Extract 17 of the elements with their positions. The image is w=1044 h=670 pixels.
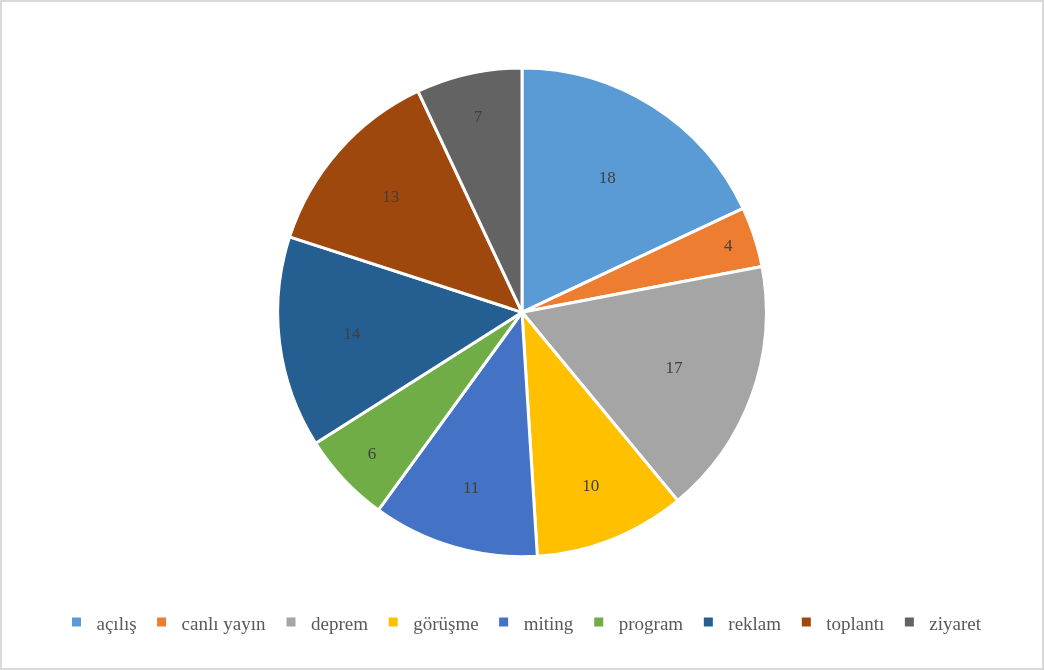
data-label: 4 — [724, 235, 734, 255]
data-label: 10 — [582, 476, 600, 496]
legend-label: reklam — [728, 612, 782, 634]
legend-label: deprem — [311, 612, 369, 634]
data-label: 13 — [382, 187, 400, 207]
data-label: 14 — [343, 324, 361, 344]
data-label: 11 — [462, 478, 480, 498]
data-label: 18 — [598, 168, 616, 188]
legend-label: canlı yayın — [181, 612, 266, 634]
legend-label: görüşme — [413, 612, 479, 634]
legend-label: toplantı — [826, 612, 885, 634]
data-label: 6 — [367, 443, 377, 463]
legend-label: miting — [523, 612, 574, 634]
data-label: 17 — [665, 357, 684, 377]
legend-label: program — [618, 612, 684, 634]
legend-label: açılış — [96, 612, 137, 634]
legend-label: ziyaret — [929, 612, 982, 634]
